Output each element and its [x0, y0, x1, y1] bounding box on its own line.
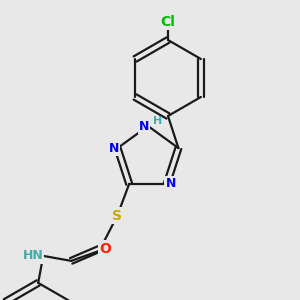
Text: N: N: [108, 142, 119, 154]
Text: N: N: [139, 119, 149, 133]
Text: H: H: [153, 116, 162, 126]
Text: N: N: [166, 177, 176, 190]
Text: Cl: Cl: [160, 15, 175, 29]
Text: O: O: [99, 242, 111, 256]
Text: HN: HN: [22, 249, 43, 262]
Text: S: S: [112, 209, 122, 223]
